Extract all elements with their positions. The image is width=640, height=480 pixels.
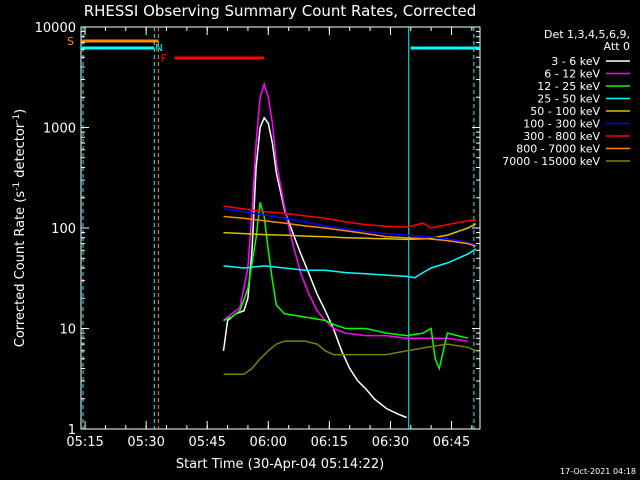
x-tick-label: 06:15 (311, 435, 348, 450)
legend-header-2: Att 0 (604, 40, 630, 53)
footer-date: 17-Oct-2021 04:18 (560, 467, 636, 476)
vertical-markers (82, 27, 475, 429)
x-axis-label: Start Time (30-Apr-04 05:14:22) (176, 457, 384, 472)
y-axis-label-exp2: -1 (12, 114, 22, 123)
y-axis-label-main: Corrected Count Rate (s (13, 191, 28, 348)
x-axis-ticks: 05:15 05:30 05:45 06:00 06:15 06:30 06:45 (66, 27, 473, 450)
legend-header-1: Det 1,3,4,5,6,9, (544, 28, 630, 41)
legend-label: 12 - 25 keV (537, 80, 600, 93)
flag-bars: S NF (67, 35, 480, 65)
y-axis-label-end: ) (13, 109, 28, 114)
chart-title: RHESSI Observing Summary Count Rates, Co… (84, 2, 477, 20)
x-tick-label: 05:30 (127, 435, 164, 450)
series-line-12-25-kev (223, 202, 468, 371)
y-axis-label-exp1: -1 (12, 182, 22, 191)
x-tick-label: 05:15 (66, 435, 103, 450)
series-line-25-50-kev (223, 248, 477, 279)
x-tick-label: 06:45 (433, 435, 470, 450)
series-group (222, 81, 477, 419)
y-tick-label: 10 (59, 323, 76, 338)
legend-label: 7000 - 15000 keV (502, 155, 600, 168)
y-axis-ticks: 1 10 100 1000 10000 (35, 21, 480, 438)
series-line-300-800-kev (223, 205, 476, 229)
y-axis-label-mid: detector (13, 122, 28, 182)
legend-label: 800 - 7000 keV (516, 143, 600, 156)
x-tick-label: 06:00 (250, 435, 287, 450)
series-line-800-7000-kev (223, 215, 477, 247)
series-line-100-300-kev (223, 208, 477, 246)
series-line-50-100-kev (223, 223, 477, 241)
legend-label: 25 - 50 keV (537, 93, 600, 106)
x-tick-label: 05:45 (188, 435, 225, 450)
legend-label: 300 - 800 keV (523, 130, 600, 143)
x-tick-label: 06:30 (372, 435, 409, 450)
legend-label: 50 - 100 keV (530, 105, 600, 118)
y-tick-label: 1000 (43, 122, 76, 137)
legend-label: 6 - 12 keV (544, 68, 600, 81)
legend-label: 100 - 300 keV (523, 118, 600, 131)
y-tick-label: 100 (51, 222, 76, 237)
y-axis-label: Corrected Count Rate (s-1 detector-1) (12, 109, 28, 347)
y-tick-label: 1 (68, 423, 76, 438)
series-line-7000-15000-kev (223, 340, 477, 376)
y-tick-label: 10000 (35, 21, 76, 36)
legend-label: 3 - 6 keV (551, 55, 600, 68)
flag-label-s: S (67, 35, 74, 48)
flag-label-n: N (155, 43, 162, 54)
flag-label-f: F (161, 52, 167, 65)
